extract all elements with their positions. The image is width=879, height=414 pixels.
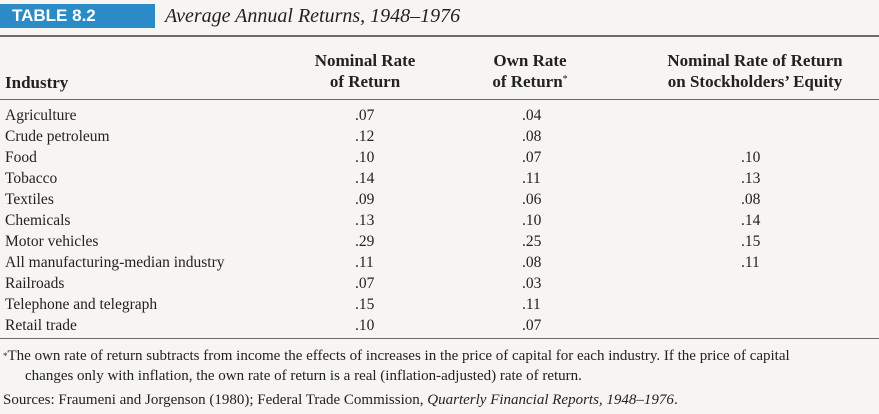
cell-nominal: .11 xyxy=(355,254,374,271)
cell-industry: Telephone and telegraph xyxy=(5,296,158,313)
cell-own: .07 xyxy=(522,149,542,166)
header-own-line1: Own Rate xyxy=(493,51,567,70)
sources-prefix: Sources: Fraumeni and Jorgenson (1980); … xyxy=(3,392,428,408)
cell-own: .04 xyxy=(522,107,542,124)
cell-nominal: .10 xyxy=(355,149,375,166)
cell-nominal: .12 xyxy=(355,128,375,145)
header-nominal-line2: of Return xyxy=(329,72,401,91)
header-equity-line1: Nominal Rate of Return xyxy=(667,51,843,70)
table-row: Retail trade .10 .07 xyxy=(0,315,879,336)
cell-own: .10 xyxy=(522,212,542,229)
footnote: *The own rate of return subtracts from i… xyxy=(3,346,875,386)
top-rule xyxy=(0,35,879,37)
cell-nominal: .14 xyxy=(355,170,375,187)
table-row: Chemicals .13 .10 .14 xyxy=(0,210,879,231)
table-row: Food .10 .07 .10 xyxy=(0,147,879,168)
cell-own: .11 xyxy=(522,170,541,187)
footnote-line1-wrap: *The own rate of return subtracts from i… xyxy=(3,346,875,366)
table-header: Industry Nominal Rate of Return Own Rate… xyxy=(0,50,879,96)
cell-nominal: .13 xyxy=(355,212,375,229)
cell-nominal: .07 xyxy=(355,275,375,292)
cell-equity: .11 xyxy=(741,254,760,271)
sources-suffix: . xyxy=(673,392,678,408)
cell-nominal: .07 xyxy=(355,107,375,124)
bottom-rule xyxy=(0,338,879,339)
sources-italic: Quarterly Financial Reports, 1948–1976 xyxy=(427,392,674,408)
cell-industry: Agriculture xyxy=(5,107,77,124)
cell-own: .06 xyxy=(522,191,542,208)
footnote-line1: The own rate of return subtracts from in… xyxy=(7,348,790,364)
table-row: Tobacco .14 .11 .13 xyxy=(0,168,879,189)
cell-nominal: .09 xyxy=(355,191,375,208)
header-nominal-line1: Nominal Rate xyxy=(314,51,416,70)
cell-industry: Crude petroleum xyxy=(5,128,110,145)
header-own-line2-wrap: of Return* xyxy=(470,71,590,92)
table-title-bar: TABLE 8.2 Average Annual Returns, 1948–1… xyxy=(0,0,879,33)
table-title: Average Annual Returns, 1948–1976 xyxy=(165,5,461,27)
cell-equity: .15 xyxy=(741,233,761,250)
cell-equity: .08 xyxy=(741,191,761,208)
table-row: Motor vehicles .29 .25 .15 xyxy=(0,231,879,252)
cell-equity: .14 xyxy=(741,212,761,229)
cell-own: .07 xyxy=(522,317,542,334)
table-number-label: TABLE 8.2 xyxy=(0,4,155,28)
header-equity-line2: on Stockholders’ Equity xyxy=(667,72,843,91)
table-row: Railroads .07 .03 xyxy=(0,273,879,294)
cell-own: .03 xyxy=(522,275,542,292)
table-row: Agriculture .07 .04 xyxy=(0,105,879,126)
cell-own: .08 xyxy=(522,254,542,271)
cell-industry: Food xyxy=(5,149,37,166)
footnote-line2: changes only with inflation, the own rat… xyxy=(25,368,582,384)
header-own-rate: Own Rate of Return* xyxy=(470,50,590,92)
table-row: Telephone and telegraph .15 .11 xyxy=(0,294,879,315)
footnote-marker: * xyxy=(562,74,568,85)
cell-industry: Motor vehicles xyxy=(5,233,99,250)
cell-industry: All manufacturing-median industry xyxy=(5,254,225,271)
cell-equity: .13 xyxy=(741,170,761,187)
cell-industry: Textiles xyxy=(5,191,54,208)
cell-nominal: .29 xyxy=(355,233,375,250)
header-nominal-rate: Nominal Rate of Return xyxy=(300,50,430,92)
header-industry: Industry xyxy=(5,73,69,92)
cell-industry: Retail trade xyxy=(5,317,77,334)
cell-industry: Railroads xyxy=(5,275,65,292)
table-body: Agriculture .07 .04 Crude petroleum .12 … xyxy=(0,105,879,336)
cell-own: .08 xyxy=(522,128,542,145)
cell-industry: Chemicals xyxy=(5,212,71,229)
cell-nominal: .15 xyxy=(355,296,375,313)
sources-note: Sources: Fraumeni and Jorgenson (1980); … xyxy=(3,390,678,410)
header-rule xyxy=(0,99,879,100)
footnote-star: * xyxy=(3,351,8,361)
cell-equity: .10 xyxy=(741,149,761,166)
cell-own: .25 xyxy=(522,233,542,250)
table-row: Crude petroleum .12 .08 xyxy=(0,126,879,147)
table-row: Textiles .09 .06 .08 xyxy=(0,189,879,210)
cell-own: .11 xyxy=(522,296,541,313)
cell-nominal: .10 xyxy=(355,317,375,334)
table-row: All manufacturing-median industry .11 .0… xyxy=(0,252,879,273)
header-equity-rate: Nominal Rate of Return on Stockholders’ … xyxy=(640,50,870,92)
cell-industry: Tobacco xyxy=(5,170,58,187)
header-own-line2: of Return xyxy=(492,72,563,91)
